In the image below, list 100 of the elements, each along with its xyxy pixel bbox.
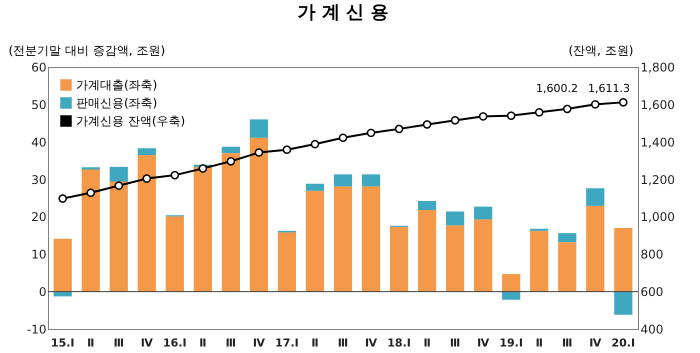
bar: [586, 188, 604, 206]
bar: [474, 206, 492, 220]
bar: [390, 226, 408, 292]
point: [226, 157, 236, 166]
x-tick-label: Ⅲ: [338, 336, 348, 350]
bar: [250, 138, 268, 292]
chart-title: 가 계 신 용: [298, 2, 388, 23]
bar: [306, 184, 324, 191]
y-tick-label: 40: [31, 135, 46, 150]
bar: [614, 228, 632, 292]
bar: [502, 292, 520, 300]
legend-label: 판매신용(좌축): [76, 96, 158, 110]
x-tick-label: Ⅳ: [589, 336, 602, 350]
bar: [446, 211, 464, 226]
bar: [278, 232, 296, 292]
x-tick-label: Ⅳ: [477, 336, 490, 350]
x-tick-label: Ⅲ: [226, 336, 236, 350]
x-tick-label: Ⅱ: [311, 336, 319, 350]
point: [619, 98, 628, 107]
bar: [54, 238, 72, 292]
y-tick-label: 50: [31, 98, 46, 112]
bar: [474, 219, 492, 292]
bar: [250, 119, 268, 138]
x-tick-label: Ⅱ: [423, 336, 431, 350]
bar: [362, 186, 380, 292]
y2-tick-label: 400: [640, 322, 664, 336]
point: [562, 104, 572, 114]
y2-tick-label: 1,800: [640, 60, 675, 74]
x-tick-label: 18.Ⅰ: [387, 336, 411, 350]
point: [366, 128, 376, 138]
point: [478, 112, 488, 121]
bar: [334, 186, 352, 292]
bar: [558, 233, 576, 242]
x-tick-label: 16.Ⅰ: [163, 336, 187, 350]
point: [534, 108, 544, 117]
bar: [82, 167, 100, 170]
legend-label: 가계대출(좌축): [76, 78, 158, 92]
x-tick-label: Ⅳ: [364, 336, 378, 350]
bar: [418, 200, 436, 210]
bar: [54, 292, 72, 296]
y2-tick-label: 600: [640, 285, 664, 300]
x-tick-label: Ⅳ: [252, 336, 266, 350]
x-tick-label: Ⅱ: [536, 336, 543, 350]
bar: [502, 274, 520, 292]
point: [254, 148, 264, 157]
bar: [418, 210, 436, 292]
y-axis-title: (전분기말 대비 증감액, 조원): [8, 44, 166, 58]
point: [338, 133, 348, 142]
y-tick-label: 10: [31, 248, 46, 262]
y-tick-label: 60: [31, 60, 46, 74]
y2-tick-label: 1,400: [640, 135, 675, 150]
bar: [110, 166, 128, 182]
y-tick-label: 20: [31, 210, 46, 224]
bar: [166, 216, 184, 292]
y2-tick-label: 1,200: [640, 172, 675, 187]
point: [142, 174, 152, 183]
x-tick-label: Ⅱ: [87, 336, 94, 350]
x-tick-label: Ⅱ: [199, 336, 206, 350]
point: [422, 120, 432, 129]
bar: [446, 225, 464, 292]
point: [114, 181, 124, 190]
bar: [362, 174, 380, 186]
x-tick-label: Ⅲ: [114, 336, 124, 350]
x-tick-label: 15.Ⅰ: [50, 336, 75, 350]
point: [310, 140, 320, 148]
point: [170, 170, 180, 180]
point: [394, 124, 404, 134]
bar: [110, 182, 128, 292]
point: [450, 116, 460, 125]
bar: [334, 174, 352, 186]
point: [198, 164, 208, 173]
x-tick-label: Ⅲ: [562, 336, 572, 350]
bar: [222, 146, 240, 154]
bar: [138, 154, 156, 292]
legend-label: 가계신용 잔액(우축): [76, 114, 186, 128]
y2-tick-label: 1,600: [640, 98, 675, 112]
point: [590, 100, 600, 109]
point: [58, 194, 67, 203]
point: [86, 188, 96, 198]
annotation: 1,600.2: [536, 82, 578, 95]
x-tick-label: 19.Ⅰ: [499, 336, 523, 350]
bar: [614, 292, 632, 315]
y2-axis-title: (잔액, 조원): [568, 44, 634, 58]
bar: [138, 148, 156, 155]
annotation: 1,611.3: [588, 82, 630, 95]
bar: [558, 242, 576, 292]
bar: [222, 153, 240, 292]
y-tick-label: 30: [31, 172, 46, 187]
bar: [82, 170, 100, 292]
x-tick-label: Ⅳ: [140, 336, 154, 350]
bar: [586, 206, 604, 292]
point: [506, 111, 516, 120]
y-tick-label: 0: [38, 285, 46, 300]
x-tick-label: 20.Ⅰ: [611, 336, 636, 350]
y2-tick-label: 800: [640, 248, 664, 262]
x-tick-label: Ⅲ: [450, 336, 460, 350]
x-tick-label: 17.Ⅰ: [275, 336, 299, 350]
point: [282, 145, 292, 154]
bar: [306, 190, 324, 292]
bar: [530, 230, 548, 292]
